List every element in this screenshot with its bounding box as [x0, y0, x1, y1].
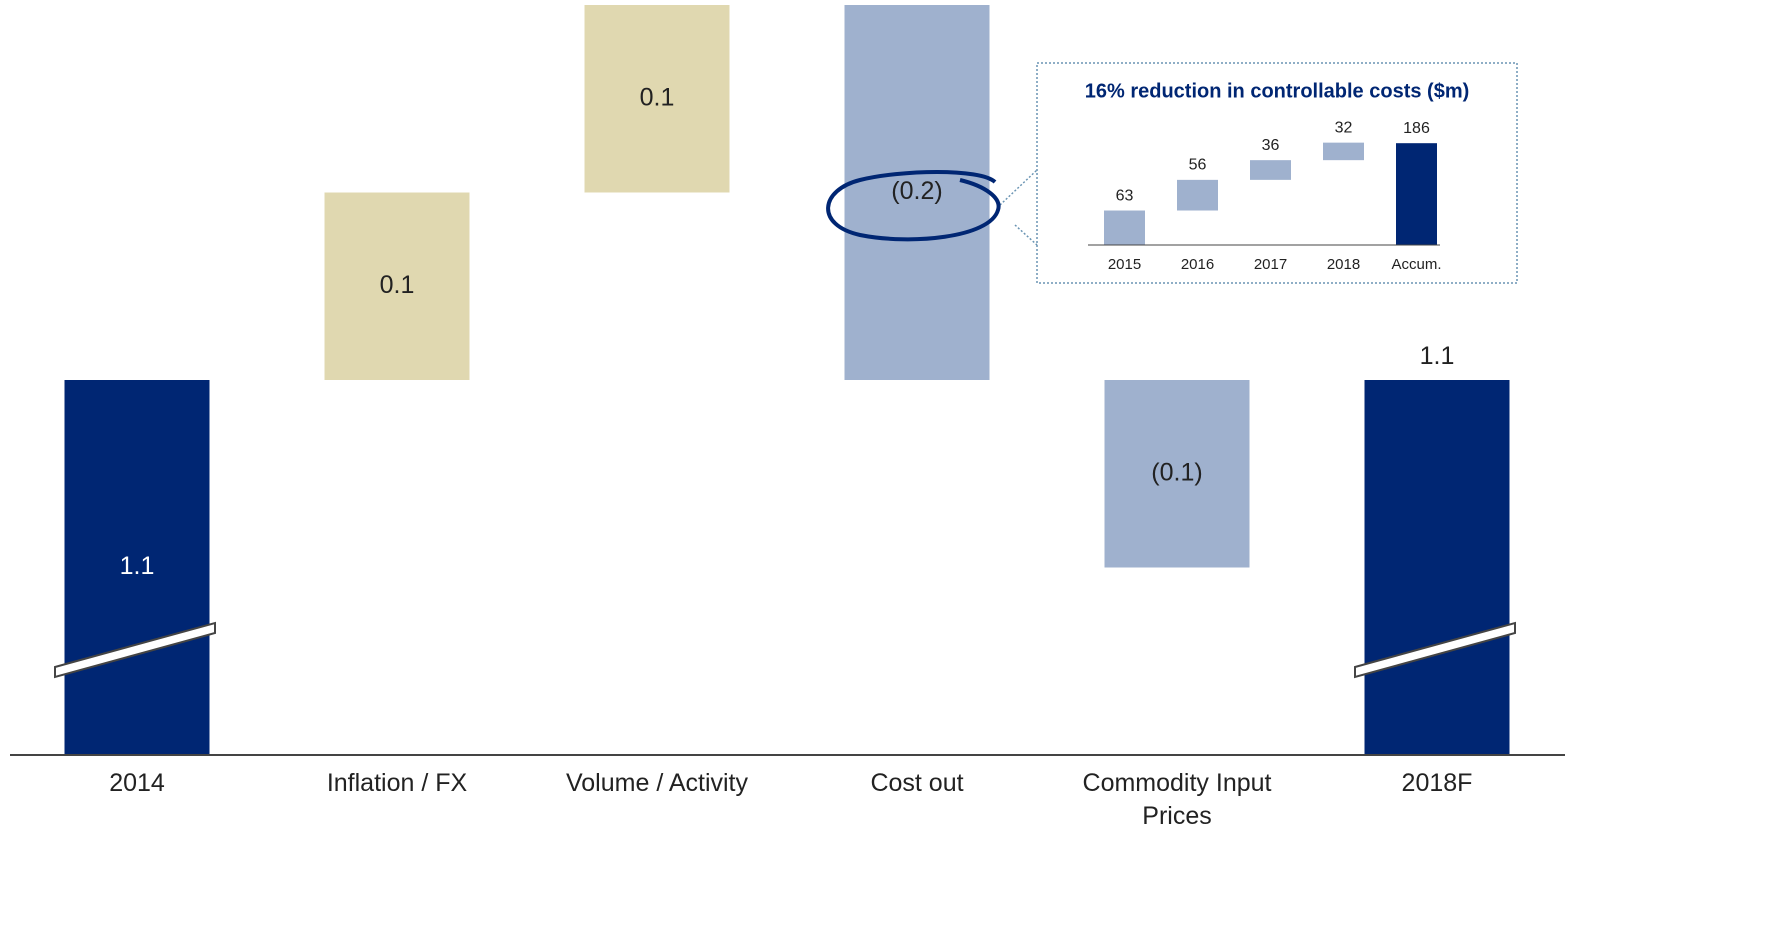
- value-label: 56: [1189, 157, 1207, 174]
- x-tick-label: Inflation / FX: [326, 769, 468, 797]
- x-tick-label: Volume / Activity: [565, 769, 749, 797]
- inset-title: 16% reduction in controllable costs ($m): [1085, 80, 1470, 102]
- value-label: (0.2): [891, 177, 942, 205]
- value-label: 1.1: [1420, 342, 1455, 370]
- bar: [64, 380, 210, 755]
- bar: [1177, 179, 1218, 211]
- value-label: 63: [1116, 187, 1134, 204]
- value-label: (0.1): [1151, 458, 1202, 486]
- x-tick-label: 2014: [109, 769, 165, 797]
- bar: [324, 192, 470, 380]
- x-tick-label: Cost out: [870, 769, 964, 797]
- value-label: 36: [1262, 137, 1280, 154]
- bar: [584, 5, 730, 193]
- bar: [1364, 380, 1510, 755]
- bar: [1250, 160, 1291, 180]
- bar: [1104, 380, 1250, 568]
- bar: [1104, 210, 1145, 245]
- x-tick-label: 2017: [1254, 256, 1287, 273]
- value-label: 186: [1403, 120, 1430, 137]
- value-label: 0.1: [380, 271, 415, 299]
- x-tick-label: 2018: [1327, 256, 1360, 273]
- callout-connector: [999, 169, 1038, 246]
- x-tick-label: Accum.: [1391, 256, 1441, 273]
- x-tick-label: 2015: [1108, 256, 1141, 273]
- x-tick-label: 2016: [1181, 256, 1214, 273]
- axis-break: [54, 621, 216, 679]
- bar: [1396, 143, 1437, 245]
- axis-break: [1354, 621, 1516, 679]
- x-tick-label: 2018F: [1401, 769, 1473, 797]
- value-label: 1.1: [120, 552, 155, 580]
- x-tick-label: Commodity Input Prices: [1082, 769, 1272, 830]
- bar: [844, 5, 990, 380]
- value-label: 32: [1335, 119, 1353, 136]
- bar: [1323, 142, 1364, 161]
- inset-frame: [1036, 62, 1518, 284]
- callout-ellipse: [826, 170, 1001, 242]
- value-label: 0.1: [640, 83, 675, 111]
